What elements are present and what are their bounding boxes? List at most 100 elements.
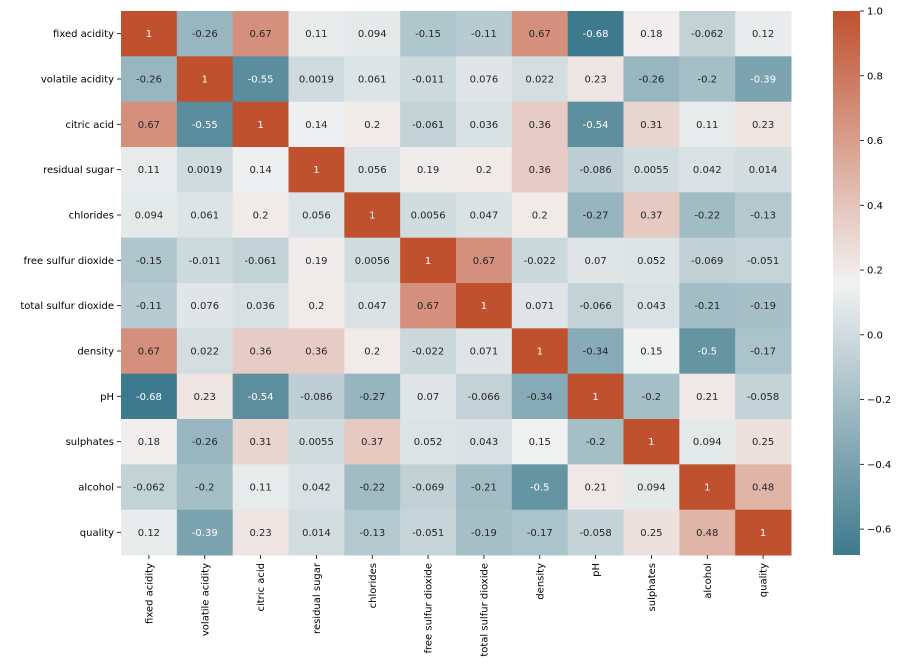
heatmap-cell <box>623 56 680 103</box>
cell-value-label: 1 <box>369 211 375 222</box>
cell-value-label: 0.15 <box>529 437 551 448</box>
cell-value-label: -0.11 <box>471 29 497 40</box>
cell-value-label: 0.0055 <box>634 165 669 176</box>
cell-value-label: 0.11 <box>696 120 718 131</box>
cell-value-label: -0.13 <box>750 211 776 222</box>
cell-value-label: -0.062 <box>133 483 165 494</box>
heatmap-cell <box>232 237 289 284</box>
cell-value-label: 0.052 <box>637 256 666 267</box>
cell-value-label: -0.066 <box>468 392 500 403</box>
heatmap-cell <box>400 11 457 57</box>
cell-value-label: -0.061 <box>244 256 276 267</box>
heatmap-cell <box>456 373 513 420</box>
cell-value-label: -0.011 <box>189 256 221 267</box>
heatmap-cell <box>232 373 289 420</box>
heatmap-cell <box>232 328 289 375</box>
cell-value-label: 0.094 <box>358 29 387 40</box>
x-tick-label: residual sugar <box>312 562 323 634</box>
heatmap-cell <box>176 373 234 420</box>
y-tick-label: free sulfur dioxide <box>23 256 114 267</box>
heatmap-cell <box>288 101 345 148</box>
cell-value-label: 0.042 <box>693 165 722 176</box>
cell-value-label: 0.071 <box>470 347 499 358</box>
x-tick-label: sulphates <box>647 563 658 611</box>
heatmap-cell <box>176 147 234 193</box>
y-tick-label: fixed acidity <box>53 29 114 40</box>
cell-value-label: 0.076 <box>190 301 219 312</box>
heatmap-cell <box>456 147 513 193</box>
cell-value-label: 0.37 <box>361 437 383 448</box>
colorbar-tick-label: −0.6 <box>867 525 891 536</box>
cell-value-label: -0.39 <box>750 75 776 86</box>
heatmap-cell <box>567 192 624 239</box>
cell-value-label: -0.051 <box>412 528 444 539</box>
cell-value-label: 0.07 <box>417 392 439 403</box>
heatmap-cell <box>456 419 513 465</box>
cell-value-label: -0.058 <box>579 528 611 539</box>
heatmap-cell <box>511 147 569 193</box>
heatmap-cell <box>400 509 457 556</box>
cell-value-label: -0.17 <box>750 347 776 358</box>
heatmap-cell <box>567 509 624 556</box>
cell-value-label: 0.31 <box>249 437 271 448</box>
colorbar-tick-label: 0.8 <box>867 71 883 82</box>
colorbar-ticks: 1.0 0.8 0.6 0.4 0.2 0.0 −0.2 −0.4 −0.6 <box>860 7 891 536</box>
cell-value-label: 1 <box>537 347 543 358</box>
heatmap-cell <box>344 101 401 148</box>
heatmap-cell <box>623 328 680 375</box>
cell-value-label: -0.15 <box>415 29 441 40</box>
heatmap-cell <box>456 328 513 375</box>
heatmap-cell <box>121 11 178 57</box>
cell-value-label: 0.07 <box>584 256 606 267</box>
heatmap-cell <box>567 147 624 193</box>
heatmap-cell <box>288 328 345 375</box>
cell-value-label: -0.11 <box>136 301 162 312</box>
heatmap-cell <box>623 283 680 329</box>
cell-value-label: -0.55 <box>192 120 218 131</box>
heatmap-cell <box>288 237 345 284</box>
x-tick-label: citric acid <box>256 563 267 612</box>
cell-value-label: 0.061 <box>190 211 219 222</box>
cell-value-label: 0.056 <box>358 165 387 176</box>
heatmap-cell <box>623 192 680 239</box>
cell-value-label: 0.094 <box>693 437 722 448</box>
heatmap-cell <box>288 464 345 511</box>
cell-value-label: 0.11 <box>249 483 271 494</box>
cell-value-label: 0.12 <box>138 528 160 539</box>
cell-value-label: -0.21 <box>694 301 720 312</box>
cell-value-label: 0.0056 <box>411 211 446 222</box>
cell-value-label: -0.011 <box>412 75 444 86</box>
cell-value-label: 0.022 <box>525 75 554 86</box>
heatmap-cell <box>679 283 736 329</box>
heatmap-cell <box>121 237 178 284</box>
cell-value-label: 0.014 <box>749 165 778 176</box>
heatmap-cell <box>232 11 289 57</box>
cell-value-label: 0.18 <box>640 29 662 40</box>
cell-value-label: 0.19 <box>305 256 327 267</box>
cell-value-label: 0.2 <box>476 165 492 176</box>
heatmap-cell <box>344 11 401 57</box>
heatmap-cell <box>623 237 680 284</box>
cell-value-label: 0.052 <box>414 437 443 448</box>
heatmap-cell <box>344 237 401 284</box>
heatmap-cell <box>567 11 624 57</box>
heatmap-cell <box>344 328 401 375</box>
cell-value-label: 0.67 <box>138 347 160 358</box>
heatmap-cell <box>121 101 178 148</box>
cell-value-label: 0.2 <box>308 301 324 312</box>
cell-value-label: -0.26 <box>136 75 162 86</box>
cell-value-label: -0.2 <box>586 437 606 448</box>
x-tick-label: alcohol <box>703 563 714 599</box>
heatmap-cell <box>735 56 792 103</box>
y-tick-label: density <box>77 347 114 358</box>
cell-value-label: 0.071 <box>525 301 554 312</box>
cell-value-label: 0.043 <box>470 437 499 448</box>
cell-value-label: -0.55 <box>248 75 274 86</box>
heatmap-cell <box>121 283 178 329</box>
heatmap-cell <box>344 419 401 465</box>
heatmap-annotations: 1 -0.26 0.67 0.11 0.094 -0.15 -0.11 0.67 -0.68 0.… <box>133 29 779 539</box>
heatmap-cell <box>121 192 178 239</box>
heatmap-cell <box>121 464 178 511</box>
heatmap-cells <box>121 11 792 556</box>
